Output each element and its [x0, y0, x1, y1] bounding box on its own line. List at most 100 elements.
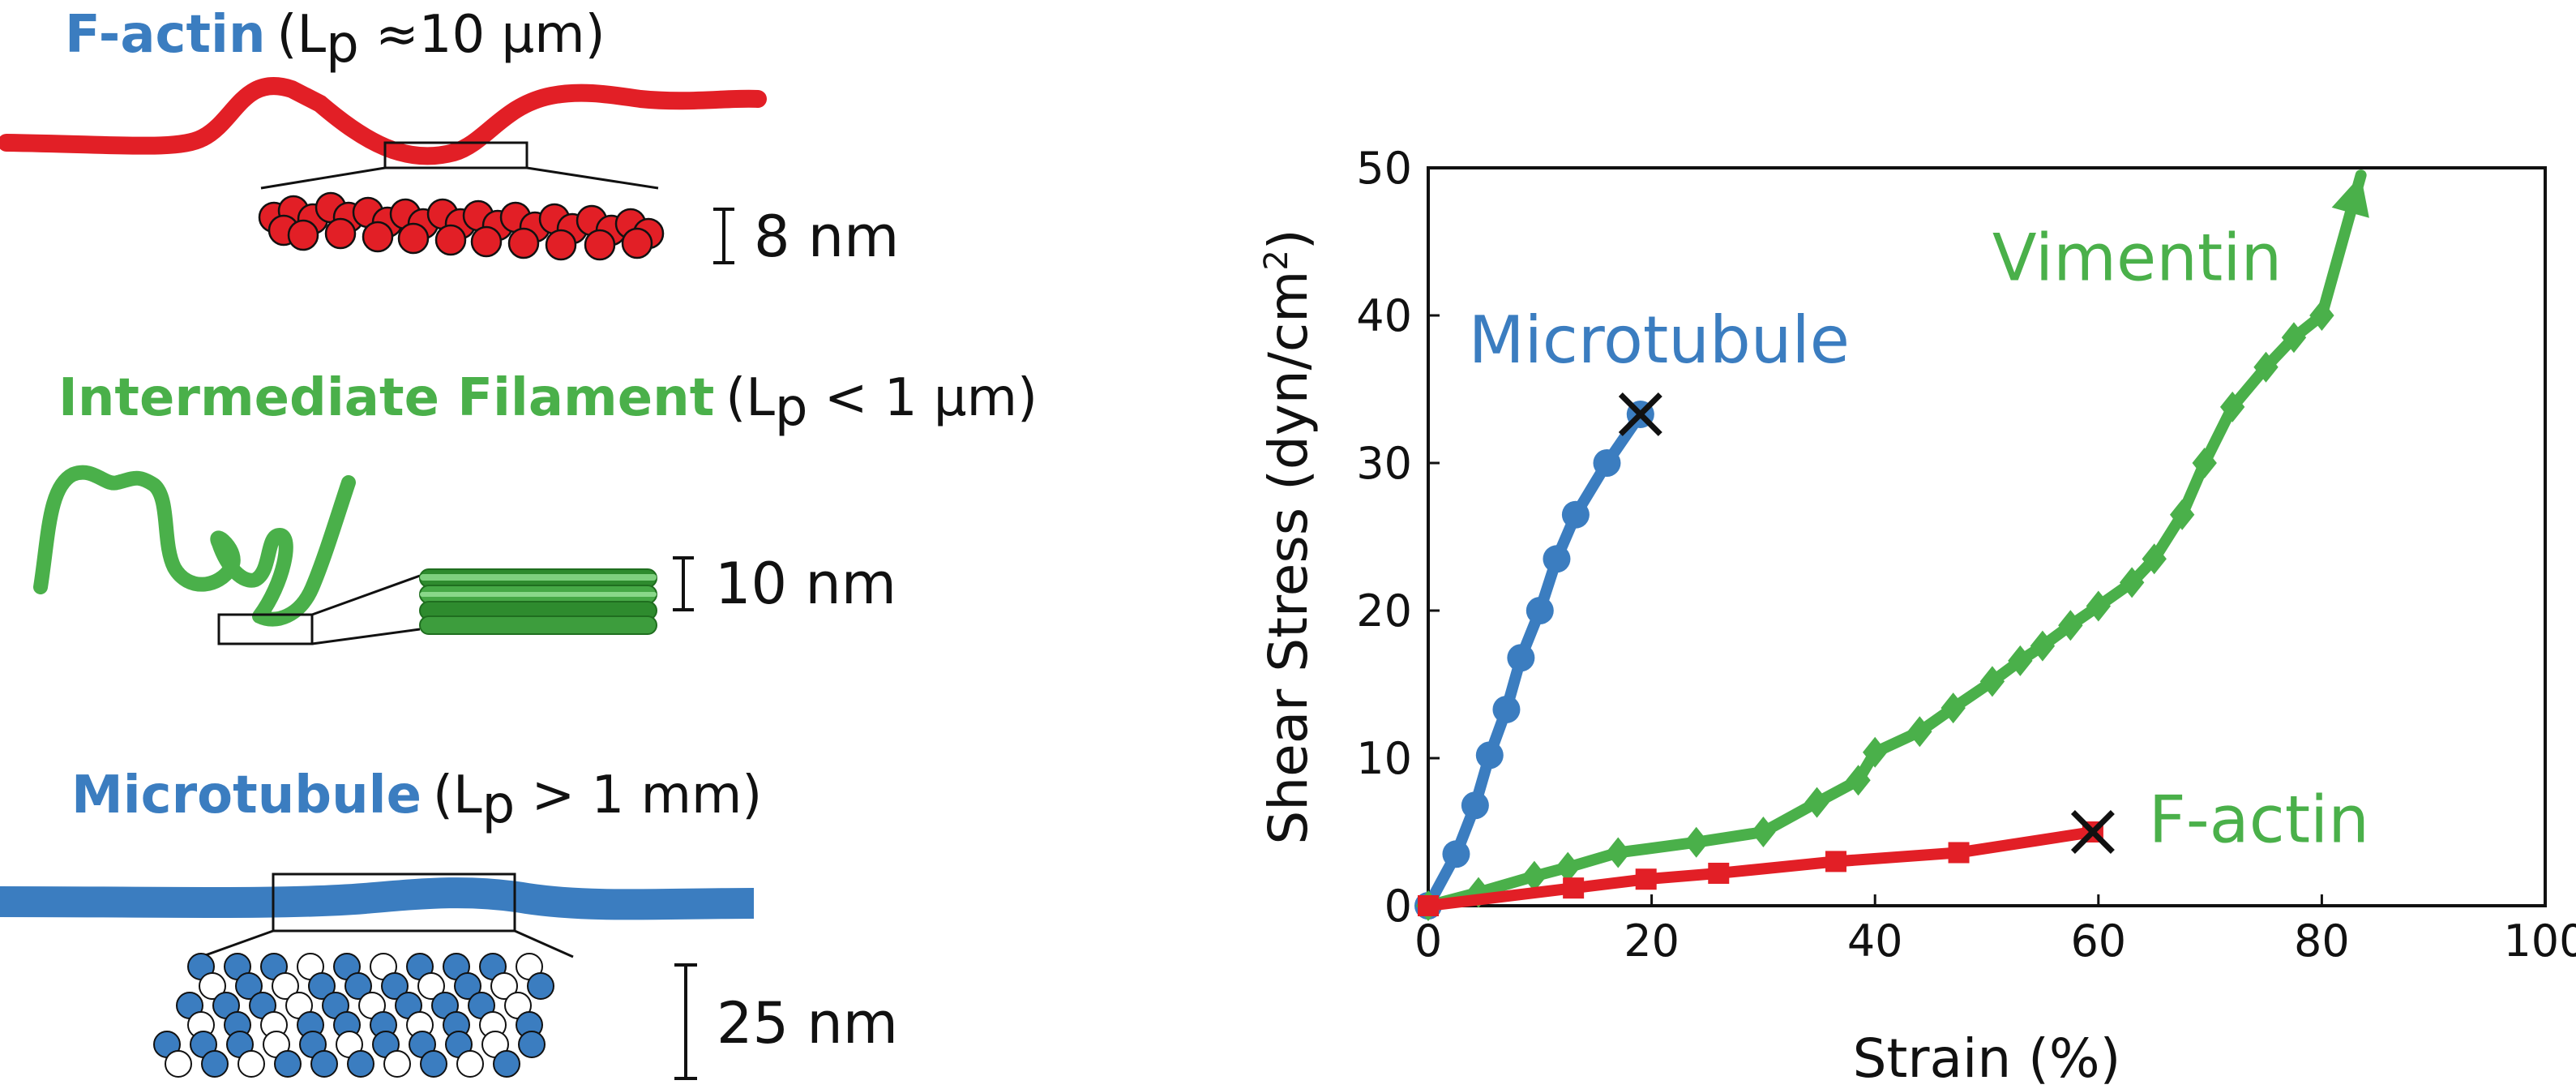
tubulin-subunit: [383, 1050, 411, 1078]
x-tick-label: 40: [1847, 915, 1903, 967]
y-tick-label: 20: [1356, 585, 1412, 637]
tubulin-subunit: [274, 1050, 302, 1078]
data-point: [2030, 630, 2056, 662]
data-point: [1521, 860, 1547, 892]
data-point: [2058, 610, 2083, 641]
y-axis-label-end: ): [1257, 229, 1320, 250]
microtubule-diameter-label: 25 nm: [717, 990, 898, 1057]
series-microtubule: [1414, 392, 1662, 920]
tubulin-subunit: [420, 1050, 447, 1078]
microtubule-zoom-box: [272, 872, 516, 933]
data-point: [1507, 644, 1535, 672]
data-point: [1593, 449, 1621, 477]
tubulin-subunit: [381, 972, 409, 1000]
x-tick-label: 0: [1414, 915, 1442, 967]
tubulin-subunit: [235, 972, 263, 1000]
data-point: [1475, 741, 1504, 770]
factin-lp-sub: p: [326, 15, 359, 75]
microtubule-zoom-line-left: [200, 929, 274, 958]
y-axis-label-sup: 2: [1258, 250, 1295, 270]
microtubule-lp-suffix: > 1 mm): [515, 765, 762, 825]
intermediate-scale-bar: [673, 556, 694, 611]
tubulin-subunit: [237, 1050, 265, 1078]
series-vimentin: [1415, 169, 2369, 921]
series-f-actin: [1418, 810, 2115, 916]
intermediate-zoom-line-bottom: [311, 628, 421, 645]
data-point: [2219, 391, 2245, 422]
rupture-x-marker: [2070, 810, 2115, 854]
x-tick-label: 60: [2070, 915, 2126, 967]
factin-name: F-actin: [65, 5, 266, 65]
factin-filament: [0, 77, 767, 165]
rupture-x-stroke: [2070, 810, 2115, 854]
tubulin-subunit: [493, 1050, 520, 1078]
x-axis-label: Strain (%): [1853, 1027, 2121, 1089]
data-point: [1863, 736, 1888, 768]
factin-lp-suffix: ≈10 μm): [359, 5, 605, 65]
data-point: [2192, 448, 2217, 478]
microtubule-name: Microtubule: [71, 765, 421, 825]
factin-scale-bar: [713, 208, 734, 264]
data-point: [1418, 895, 1439, 916]
data-point: [1525, 597, 1554, 624]
factin-zoom-box: [383, 141, 528, 169]
microtubule-lp-sub: p: [482, 775, 516, 835]
intermediate-zoom-box: [217, 613, 314, 645]
intermediate-lp-suffix: < 1 μm): [808, 368, 1038, 428]
x-tick-label: 20: [1624, 915, 1680, 967]
y-axis-label: Shear Stress (dyn/cm2): [1257, 229, 1320, 844]
tubulin-subunit: [272, 972, 299, 1000]
data-point: [1561, 500, 1590, 529]
data-point: [1948, 842, 1970, 864]
data-point: [1606, 837, 1631, 868]
data-point: [1846, 765, 1871, 796]
data-point: [1684, 826, 1709, 858]
factin-bead-helix: [258, 191, 665, 261]
data-point: [2281, 322, 2307, 354]
factin-zoom-line-right: [526, 166, 659, 190]
x-tick-label: 100: [2503, 915, 2576, 967]
series-label-vimentin: Vimentin: [1992, 220, 2282, 295]
intermediate-title: Intermediate Filament (Lp < 1 μm): [58, 368, 1038, 438]
data-point: [1442, 840, 1470, 868]
factin-zoom-line-left: [260, 166, 386, 190]
y-tick-label: 10: [1356, 733, 1412, 784]
tubulin-subunit: [308, 972, 336, 1000]
axis-ticks: 0 20 40 60 80 100 0 10 20 30 40 50: [1356, 143, 2576, 967]
tubulin-subunit: [490, 972, 518, 1000]
data-point: [1804, 787, 1829, 818]
data-point: [2119, 567, 2145, 598]
intermediate-lp-prefix: (L: [725, 368, 775, 428]
data-point: [1635, 868, 1657, 890]
intermediate-name: Intermediate Filament: [58, 368, 714, 428]
tubulin-subunit: [417, 972, 445, 1000]
data-point: [2008, 645, 2033, 676]
data-point: [1751, 817, 1776, 847]
data-point: [2142, 543, 2167, 575]
y-tick-label: 40: [1356, 290, 1412, 341]
tubulin-subunit: [165, 1050, 192, 1078]
tubulin-subunit: [456, 1050, 484, 1078]
data-point: [1563, 877, 1585, 899]
y-axis-label-main: Shear Stress (dyn/cm: [1257, 271, 1320, 845]
factin-title: F-actin (Lp ≈10 μm): [65, 5, 605, 75]
data-point: [1461, 791, 1489, 820]
tubulin-subunit: [199, 972, 226, 1000]
tubulin-subunit: [310, 1050, 338, 1078]
y-tick-label: 0: [1384, 881, 1412, 932]
tubulin-subunit: [201, 1050, 229, 1078]
microtubule-lp-prefix: (L: [433, 765, 482, 825]
data-point: [1555, 851, 1581, 883]
intermediate-diameter-label: 10 nm: [715, 551, 896, 617]
data-point: [1708, 862, 1730, 884]
data-point: [1941, 692, 1966, 724]
microtubule-lattice: [153, 953, 554, 1078]
microtubule-zoom-line-right: [514, 929, 574, 958]
tubulin-subunit: [454, 972, 481, 1000]
intermediate-filament: [33, 465, 356, 627]
series-label-microtubule: Microtubule: [1469, 302, 1850, 378]
data-point: [2169, 499, 2195, 530]
intermediate-zoom-line-top: [311, 574, 421, 616]
x-tick-label: 80: [2294, 915, 2350, 967]
rupture-x-marker: [1618, 392, 1662, 436]
